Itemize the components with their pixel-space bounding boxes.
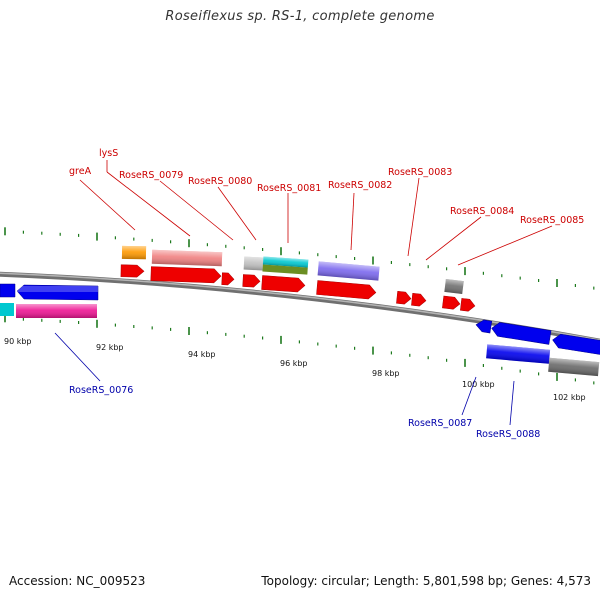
inner-tick-ring: [4, 314, 595, 385]
gene-label-rosers-0079[interactable]: RoseRS_0079: [119, 170, 183, 181]
leader-rosers-0085: [457, 225, 553, 266]
cds-rosers-0087-arrow[interactable]: [491, 321, 552, 345]
cds-rosers-0079-arrow[interactable]: [221, 272, 235, 286]
gene-label-rosers-0076[interactable]: RoseRS_0076: [69, 385, 133, 396]
feature-rosers-0081-bar-b[interactable]: [262, 264, 308, 275]
cds-rosers-0084-arrow-b[interactable]: [442, 295, 461, 310]
cds-rosers-0080-arrow[interactable]: [242, 274, 261, 288]
leader-rosers-0076: [54, 332, 101, 382]
cds-grea-arrow[interactable]: [120, 264, 145, 278]
cds-rosers-0083-arrow[interactable]: [396, 291, 412, 305]
genome-summary-text: Topology: circular; Length: 5,801,598 bp…: [261, 574, 591, 588]
gene-label-rosers-0088[interactable]: RoseRS_0088: [476, 429, 540, 440]
cds-rosers-0086-arrow[interactable]: [475, 319, 493, 334]
gene-label-rosers-0084[interactable]: RoseRS_0084: [450, 206, 514, 217]
reverse-gene-label-texts: RoseRS_0076 RoseRS_0087 RoseRS_0088: [69, 385, 540, 440]
gene-label-grea[interactable]: greA: [69, 166, 92, 177]
forward-gene-labels: [79, 160, 553, 266]
scale-label-98kbp: 98 kbp: [372, 369, 400, 378]
forward-cds-row: [120, 264, 476, 312]
leader-grea: [79, 179, 136, 231]
leader-rosers-0087: [461, 376, 477, 416]
leader-rosers-0083: [407, 177, 420, 257]
cds-rosers-0085-arrow[interactable]: [460, 298, 476, 312]
scale-label-96kbp: 96 kbp: [280, 359, 308, 368]
accession-text: Accession: NC_009523: [9, 574, 146, 588]
gene-label-rosers-0080[interactable]: RoseRS_0080: [188, 176, 252, 187]
leader-rosers-0080: [217, 186, 257, 241]
outer-tick-ring: [4, 227, 595, 290]
gene-label-rosers-0085[interactable]: RoseRS_0085: [520, 215, 584, 226]
gene-label-lyss[interactable]: lysS: [99, 148, 118, 159]
scale-label-100kbp: 100 kbp: [462, 380, 495, 389]
reverse-cds-left: [0, 283, 99, 318]
forward-feature-row: [121, 245, 464, 295]
cds-rosers-0088-arrow[interactable]: [552, 333, 600, 356]
gene-label-rosers-0082[interactable]: RoseRS_0082: [328, 180, 392, 191]
cds-rosers-0084-arrow-a[interactable]: [411, 293, 427, 307]
leader-rosers-0082: [350, 192, 355, 251]
forward-gene-label-texts: greA lysS RoseRS_0079 RoseRS_0080 RoseRS…: [69, 148, 584, 226]
gene-label-rosers-0083[interactable]: RoseRS_0083: [388, 167, 452, 178]
feature-rosers-0075-bar[interactable]: [0, 303, 14, 316]
leader-rosers-0084: [425, 216, 482, 261]
cds-rosers-0075-arrow[interactable]: [0, 283, 16, 298]
map-title: Roseiflexus sp. RS-1, complete genome: [165, 9, 435, 24]
cds-rosers-0082-arrow[interactable]: [316, 280, 377, 300]
scale-label-94kbp: 94 kbp: [188, 350, 216, 359]
gene-label-rosers-0081[interactable]: RoseRS_0081: [257, 183, 321, 194]
leader-rosers-0079: [159, 180, 234, 241]
reverse-cds-right: [475, 319, 600, 377]
leader-rosers-0088: [509, 380, 515, 426]
scale-label-102kbp: 102 kbp: [553, 393, 586, 402]
cds-lyss-arrow[interactable]: [150, 266, 222, 284]
leader-lyss-2: [106, 171, 191, 237]
reverse-gene-labels: [54, 332, 515, 426]
scale-label-92kbp: 92 kbp: [96, 343, 124, 352]
scale-labels: 90 kbp 92 kbp 94 kbp 96 kbp 98 kbp 100 k…: [4, 337, 586, 402]
gene-label-rosers-0087[interactable]: RoseRS_0087: [408, 418, 472, 429]
scale-label-90kbp: 90 kbp: [4, 337, 32, 346]
cds-rosers-0081-arrow[interactable]: [261, 275, 306, 293]
cds-rosers-0076-arrow[interactable]: [16, 284, 99, 301]
